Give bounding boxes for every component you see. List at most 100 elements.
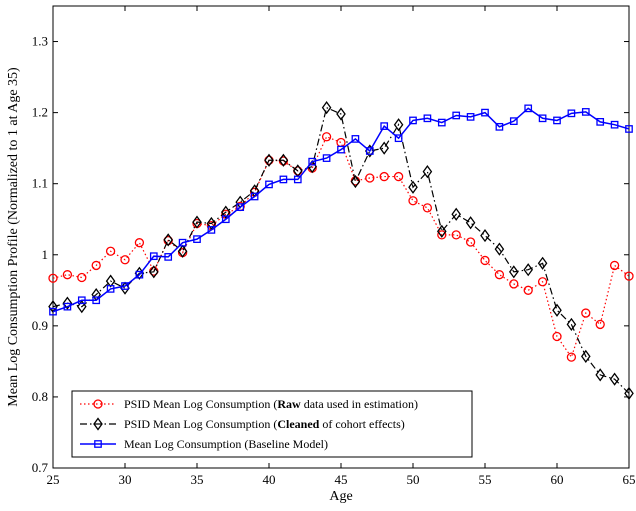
y-tick-label: 0.9 (32, 318, 48, 333)
data-point (595, 319, 605, 330)
data-point (509, 279, 519, 289)
data-point (62, 270, 73, 280)
data-point (436, 224, 447, 238)
data-point (566, 317, 577, 332)
series-3 (49, 104, 633, 316)
y-tick-label: 1.2 (32, 105, 48, 120)
data-point (581, 108, 590, 116)
data-point (537, 277, 548, 287)
data-point (480, 228, 490, 243)
data-point (494, 270, 505, 280)
data-point (350, 174, 361, 189)
data-point (480, 255, 490, 266)
legend-label: PSID Mean Log Consumption (Cleaned of co… (124, 417, 405, 431)
legend-label-bold: Cleaned (277, 417, 319, 431)
data-point (337, 145, 345, 154)
data-point (77, 272, 87, 283)
data-point (508, 265, 519, 279)
data-point (106, 285, 115, 293)
data-point (148, 265, 159, 279)
data-point (581, 308, 591, 318)
data-point (408, 196, 418, 206)
x-tick-label: 30 (119, 472, 132, 487)
x-tick-label: 60 (551, 472, 564, 487)
data-point (365, 147, 374, 155)
data-point (77, 296, 86, 305)
data-point (437, 118, 446, 127)
x-tick-label: 35 (191, 472, 204, 487)
data-point (625, 125, 633, 133)
data-point (164, 253, 173, 261)
data-point (379, 171, 389, 182)
data-point (177, 244, 188, 258)
legend-label-part: Mean Log Consumption (Baseline Model) (124, 437, 328, 451)
data-point (365, 173, 375, 183)
x-tick-label: 40 (263, 472, 276, 487)
data-point (49, 307, 57, 316)
y-tick-label: 1 (42, 247, 49, 262)
data-point (250, 192, 259, 201)
data-point (409, 116, 417, 125)
data-point (220, 205, 231, 219)
legend-label: PSID Mean Log Consumption (Raw data used… (124, 397, 418, 411)
data-point (278, 153, 289, 167)
data-point (553, 116, 561, 125)
data-point (537, 256, 548, 270)
y-tick-label: 1.3 (32, 34, 48, 49)
data-point (451, 230, 461, 240)
data-point (422, 203, 433, 213)
data-point (322, 154, 331, 162)
data-point (538, 114, 547, 123)
data-point (236, 203, 245, 211)
data-point (48, 300, 58, 314)
data-point (265, 180, 273, 189)
data-point (163, 233, 174, 247)
data-point (552, 331, 562, 342)
data-point (609, 372, 620, 386)
data-point (135, 270, 144, 279)
data-point (76, 300, 87, 314)
data-point (321, 101, 332, 115)
data-point (610, 120, 619, 129)
data-point (423, 114, 432, 123)
legend-label-bold: Raw (277, 397, 301, 411)
data-point (523, 285, 533, 295)
data-point (48, 273, 58, 283)
data-point (465, 216, 476, 230)
data-point (379, 141, 390, 155)
y-axis-title: Mean Log Consumption Profile (Normalized… (6, 67, 21, 407)
data-point (452, 111, 461, 120)
data-point (121, 282, 129, 290)
x-tick-label: 45 (335, 472, 348, 487)
data-point (134, 238, 145, 248)
legend-label-part: PSID Mean Log Consumption ( (124, 417, 277, 431)
legend-box (71, 390, 473, 458)
data-point (465, 237, 476, 247)
legend-label-part: data used in estimation) (301, 397, 418, 411)
data-point (120, 255, 130, 265)
data-point (609, 260, 620, 271)
data-point (105, 274, 116, 288)
data-point (394, 134, 403, 143)
data-point (481, 108, 489, 117)
axis-ticks: 25 30 35 40 45 50 55 60 65 0.7 0.8 0.9 1 1.1 1.2 1.3 (32, 6, 636, 487)
data-point (408, 180, 418, 194)
y-tick-label: 0.7 (32, 460, 49, 475)
legend-marker (94, 440, 102, 448)
y-tick-label: 0.8 (32, 389, 48, 404)
data-point (321, 132, 332, 142)
data-point (178, 238, 187, 247)
x-tick-label: 65 (623, 472, 636, 487)
x-tick-label: 50 (407, 472, 420, 487)
y-tick-label: 1.1 (32, 176, 48, 191)
data-point (264, 153, 274, 167)
data-point (380, 122, 389, 130)
data-point (308, 157, 317, 166)
data-point (293, 175, 302, 184)
data-point (494, 242, 505, 256)
legend-label-part: of cohort effects) (319, 417, 404, 431)
data-point (523, 263, 534, 277)
data-point (207, 226, 216, 234)
x-tick-label: 55 (479, 472, 492, 487)
